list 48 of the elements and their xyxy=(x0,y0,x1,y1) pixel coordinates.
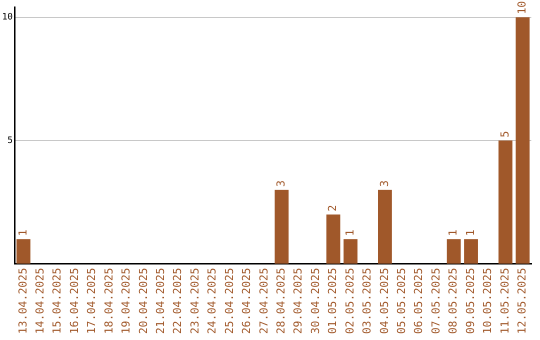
x-tick-label: 12.05.2025 xyxy=(516,268,529,334)
bar xyxy=(446,239,461,264)
x-tick-label: 26.04.2025 xyxy=(240,268,254,334)
x-tick-label: 16.04.2025 xyxy=(68,268,81,334)
data-label: 1 xyxy=(446,230,460,236)
x-tick-label: 18.04.2025 xyxy=(102,268,116,334)
data-label: 1 xyxy=(464,230,477,236)
x-tick-label: 07.05.2025 xyxy=(429,268,442,334)
bar xyxy=(498,140,512,264)
x-tick-label: 02.05.2025 xyxy=(343,268,356,334)
x-tick-label: 13.04.2025 xyxy=(16,268,30,334)
data-label: 10 xyxy=(516,1,529,14)
bar xyxy=(274,190,289,264)
x-tick-label: 05.05.2025 xyxy=(395,268,408,334)
bar xyxy=(464,239,478,264)
x-tick-label: 09.05.2025 xyxy=(464,268,477,334)
x-tick-label: 19.04.2025 xyxy=(120,268,133,334)
x-tick-label: 20.04.2025 xyxy=(136,268,150,334)
bar xyxy=(516,17,530,264)
x-tick-label: 08.05.2025 xyxy=(446,268,460,334)
data-label: 3 xyxy=(378,180,391,187)
bar xyxy=(344,239,358,264)
bar xyxy=(16,239,30,264)
x-tick-label: 24.04.2025 xyxy=(206,268,219,334)
x-tick-label: 04.05.2025 xyxy=(378,268,391,334)
x-tick-label: 22.04.2025 xyxy=(171,268,184,334)
data-label: 2 xyxy=(326,204,340,212)
x-tick-label: 03.05.2025 xyxy=(360,268,374,334)
x-tick-label: 29.04.2025 xyxy=(292,268,305,334)
data-label: 3 xyxy=(274,180,288,187)
x-tick-label: 01.05.2025 xyxy=(326,268,340,334)
x-tick-label: 28.04.2025 xyxy=(274,268,288,334)
x-tick-label: 15.04.2025 xyxy=(50,268,64,334)
x-tick-label: 17.04.2025 xyxy=(85,268,98,334)
x-tick-label: 11.05.2025 xyxy=(498,268,512,334)
x-tick-label: 14.04.2025 xyxy=(34,268,47,334)
x-tick-label: 27.04.2025 xyxy=(257,268,270,334)
bar xyxy=(378,190,392,264)
data-label: 5 xyxy=(498,130,512,138)
data-label: 1 xyxy=(343,230,356,236)
x-tick-label: 06.05.2025 xyxy=(412,268,426,334)
x-tick-label: 25.04.2025 xyxy=(222,268,236,334)
bar xyxy=(326,214,340,264)
x-tick-label: 21.04.2025 xyxy=(154,268,168,334)
x-tick-label: 23.04.2025 xyxy=(188,268,202,334)
x-tick-label: 10.05.2025 xyxy=(481,268,494,334)
x-tick-label: 30.04.2025 xyxy=(308,268,322,334)
data-label: 1 xyxy=(16,230,30,236)
